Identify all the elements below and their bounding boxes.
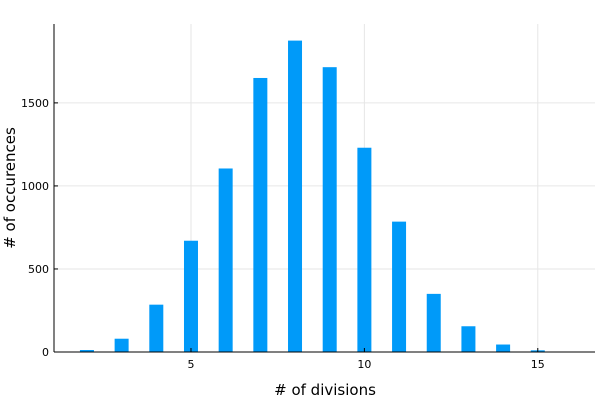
y-axis-label: # of occurences xyxy=(1,127,19,249)
histogram-bar xyxy=(114,338,129,352)
y-tick-label: 1000 xyxy=(21,180,49,193)
histogram-bar xyxy=(288,40,303,352)
x-tick-label: 10 xyxy=(357,358,371,371)
axes xyxy=(53,24,595,353)
histogram-bar xyxy=(392,221,407,352)
tick-labels: 5 10 15 0 500 1000 1500 xyxy=(21,97,545,371)
x-tick-label: 5 xyxy=(187,358,194,371)
histogram-bar xyxy=(183,240,198,352)
y-tick-label: 0 xyxy=(42,346,49,359)
histogram-bar xyxy=(357,147,372,352)
y-tick-label: 1500 xyxy=(21,97,49,110)
x-axis-label: # of divisions xyxy=(274,381,376,399)
histogram-bar xyxy=(253,77,268,353)
bars xyxy=(79,40,580,353)
histogram-bar xyxy=(218,168,233,352)
histogram-bar xyxy=(79,350,94,352)
x-tick-label: 15 xyxy=(531,358,545,371)
y-tick-label: 500 xyxy=(28,263,49,276)
histogram-bar xyxy=(496,344,511,352)
histogram-bar xyxy=(322,67,337,352)
histogram-bar xyxy=(149,304,164,352)
histogram-bar xyxy=(461,326,476,352)
histogram-bar xyxy=(426,293,441,352)
